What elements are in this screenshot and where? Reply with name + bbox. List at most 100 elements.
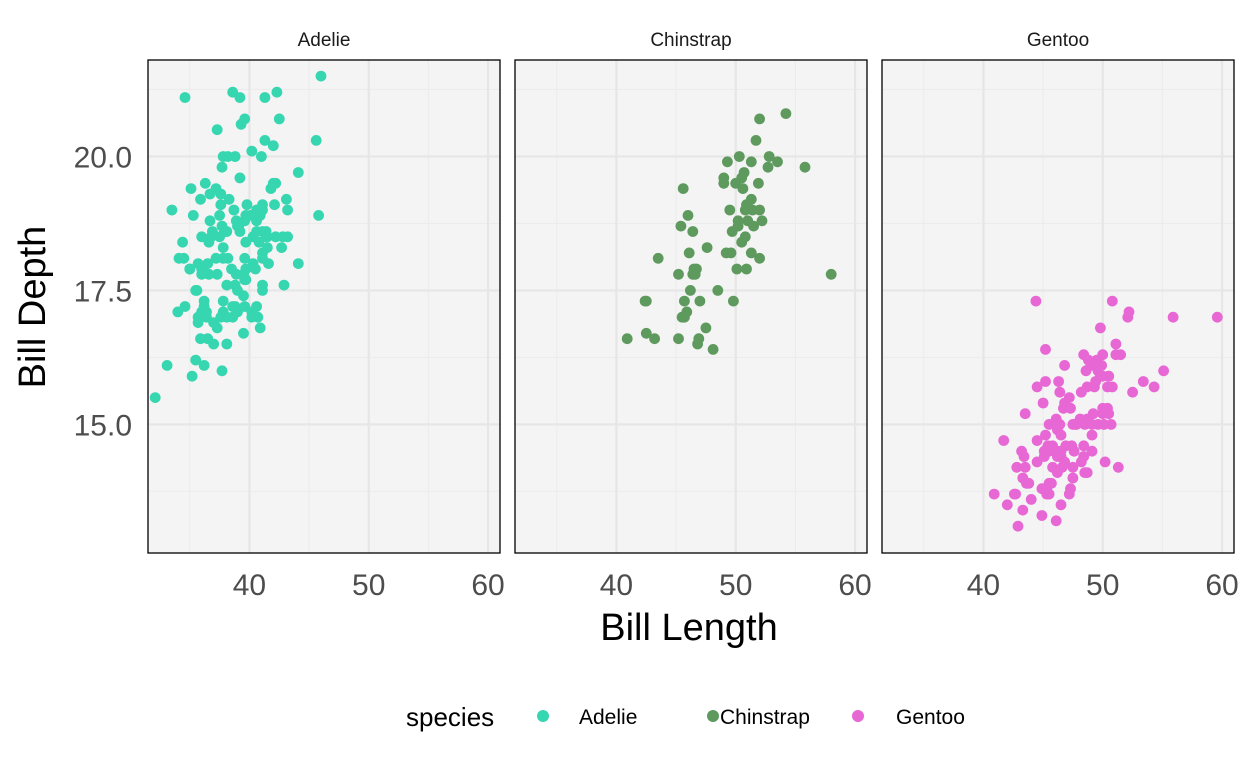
data-point-gentoo: [1110, 338, 1122, 350]
data-point-adelie: [246, 145, 258, 157]
data-point-adelie: [234, 92, 246, 103]
data-point-chinstrap: [748, 220, 759, 232]
data-point-adelie: [195, 333, 206, 345]
data-point-chinstrap: [712, 285, 724, 296]
data-point-adelie: [196, 306, 208, 318]
data-point-gentoo: [1030, 295, 1042, 307]
data-point-gentoo: [1137, 376, 1149, 387]
data-point-gentoo: [998, 435, 1010, 446]
data-point-gentoo: [1067, 472, 1079, 484]
data-point-chinstrap: [707, 344, 719, 355]
legend-item-gentoo: Gentoo: [852, 706, 965, 729]
data-point-adelie: [185, 183, 197, 195]
data-point-adelie: [310, 135, 322, 146]
data-point-chinstrap: [692, 338, 703, 350]
legend-item-adelie: Adelie: [537, 706, 637, 729]
data-point-chinstrap: [780, 108, 792, 119]
data-point-adelie: [278, 279, 290, 291]
data-point-chinstrap: [685, 285, 696, 296]
data-point-adelie: [257, 252, 268, 264]
data-point-adelie: [216, 365, 228, 377]
data-point-gentoo: [1040, 344, 1051, 355]
data-point-chinstrap: [732, 220, 744, 232]
x-tick-label: 50: [1086, 569, 1119, 602]
data-point-adelie: [221, 279, 233, 291]
data-point-gentoo: [1040, 429, 1051, 441]
x-tick-label: 60: [838, 569, 871, 602]
data-point-adelie: [216, 161, 228, 173]
data-point-adelie: [166, 204, 178, 216]
data-point-chinstrap: [737, 183, 749, 195]
x-tick-label: 60: [471, 569, 504, 602]
x-tick-label: 50: [352, 569, 385, 602]
data-point-gentoo: [1095, 322, 1106, 334]
data-point-gentoo: [1054, 386, 1066, 398]
data-point-adelie: [214, 231, 226, 243]
legend-title: species: [406, 702, 494, 732]
data-point-chinstrap: [675, 220, 687, 232]
data-point-adelie: [217, 295, 229, 307]
panel-border: [147, 59, 501, 554]
data-point-gentoo: [1096, 360, 1107, 371]
data-point-gentoo: [1025, 494, 1037, 505]
data-point-gentoo: [1040, 376, 1051, 387]
data-point-adelie: [240, 210, 252, 221]
data-point-adelie: [223, 193, 235, 205]
data-point-adelie: [269, 199, 280, 211]
data-point-gentoo: [1103, 408, 1115, 420]
data-point-adelie: [252, 311, 264, 323]
data-point-adelie: [222, 151, 234, 162]
data-point-gentoo: [1031, 381, 1043, 393]
data-point-adelie: [232, 306, 243, 318]
data-point-adelie: [228, 204, 240, 216]
data-point-gentoo: [1065, 402, 1076, 414]
data-point-gentoo: [1037, 397, 1049, 409]
data-point-adelie: [198, 360, 210, 371]
data-point-adelie: [271, 86, 283, 98]
data-point-chinstrap: [679, 311, 690, 323]
data-point-chinstrap: [739, 204, 751, 216]
facet-panel-chinstrap: Chinstrap: [514, 30, 868, 554]
data-point-gentoo: [1123, 306, 1135, 318]
data-point-chinstrap: [750, 135, 762, 146]
data-point-gentoo: [1078, 440, 1090, 452]
data-point-adelie: [259, 92, 271, 103]
data-point-chinstrap: [687, 226, 699, 237]
data-point-adelie: [282, 231, 293, 243]
data-point-chinstrap: [683, 247, 695, 259]
data-point-gentoo: [1001, 499, 1013, 511]
data-point-adelie: [196, 268, 208, 280]
data-point-chinstrap: [687, 268, 699, 280]
facet-label-gentoo: Gentoo: [1027, 30, 1089, 51]
data-point-adelie: [281, 193, 292, 205]
data-point-adelie: [261, 242, 273, 254]
data-point-adelie: [240, 274, 252, 286]
data-point-gentoo: [1059, 360, 1070, 371]
data-point-gentoo: [1127, 386, 1138, 398]
data-point-gentoo: [1080, 365, 1092, 377]
data-point-gentoo: [1036, 483, 1048, 495]
data-point-adelie: [250, 263, 261, 275]
data-point-gentoo: [1099, 456, 1111, 468]
x-tick-label: 60: [1205, 569, 1238, 602]
data-point-adelie: [214, 210, 226, 221]
facet-label-adelie: Adelie: [298, 30, 351, 51]
data-point-chinstrap: [701, 242, 713, 254]
data-point-adelie: [313, 210, 324, 221]
data-point-adelie: [187, 210, 199, 221]
data-point-gentoo: [1010, 488, 1021, 500]
data-point-chinstrap: [718, 172, 730, 184]
data-point-adelie: [221, 338, 233, 350]
data-point-adelie: [259, 135, 271, 146]
legend-label-chinstrap: Chinstrap: [720, 706, 810, 729]
facet-panel-adelie: Adelie: [147, 30, 501, 554]
x-tick-label: 40: [600, 569, 633, 602]
x-tick-label: 50: [719, 569, 752, 602]
data-point-chinstrap: [731, 263, 743, 275]
data-point-chinstrap: [652, 252, 664, 264]
data-point-adelie: [217, 252, 229, 264]
panel-border: [881, 59, 1235, 554]
data-point-adelie: [273, 113, 285, 125]
data-point-adelie: [177, 236, 189, 248]
data-point-chinstrap: [745, 247, 757, 259]
